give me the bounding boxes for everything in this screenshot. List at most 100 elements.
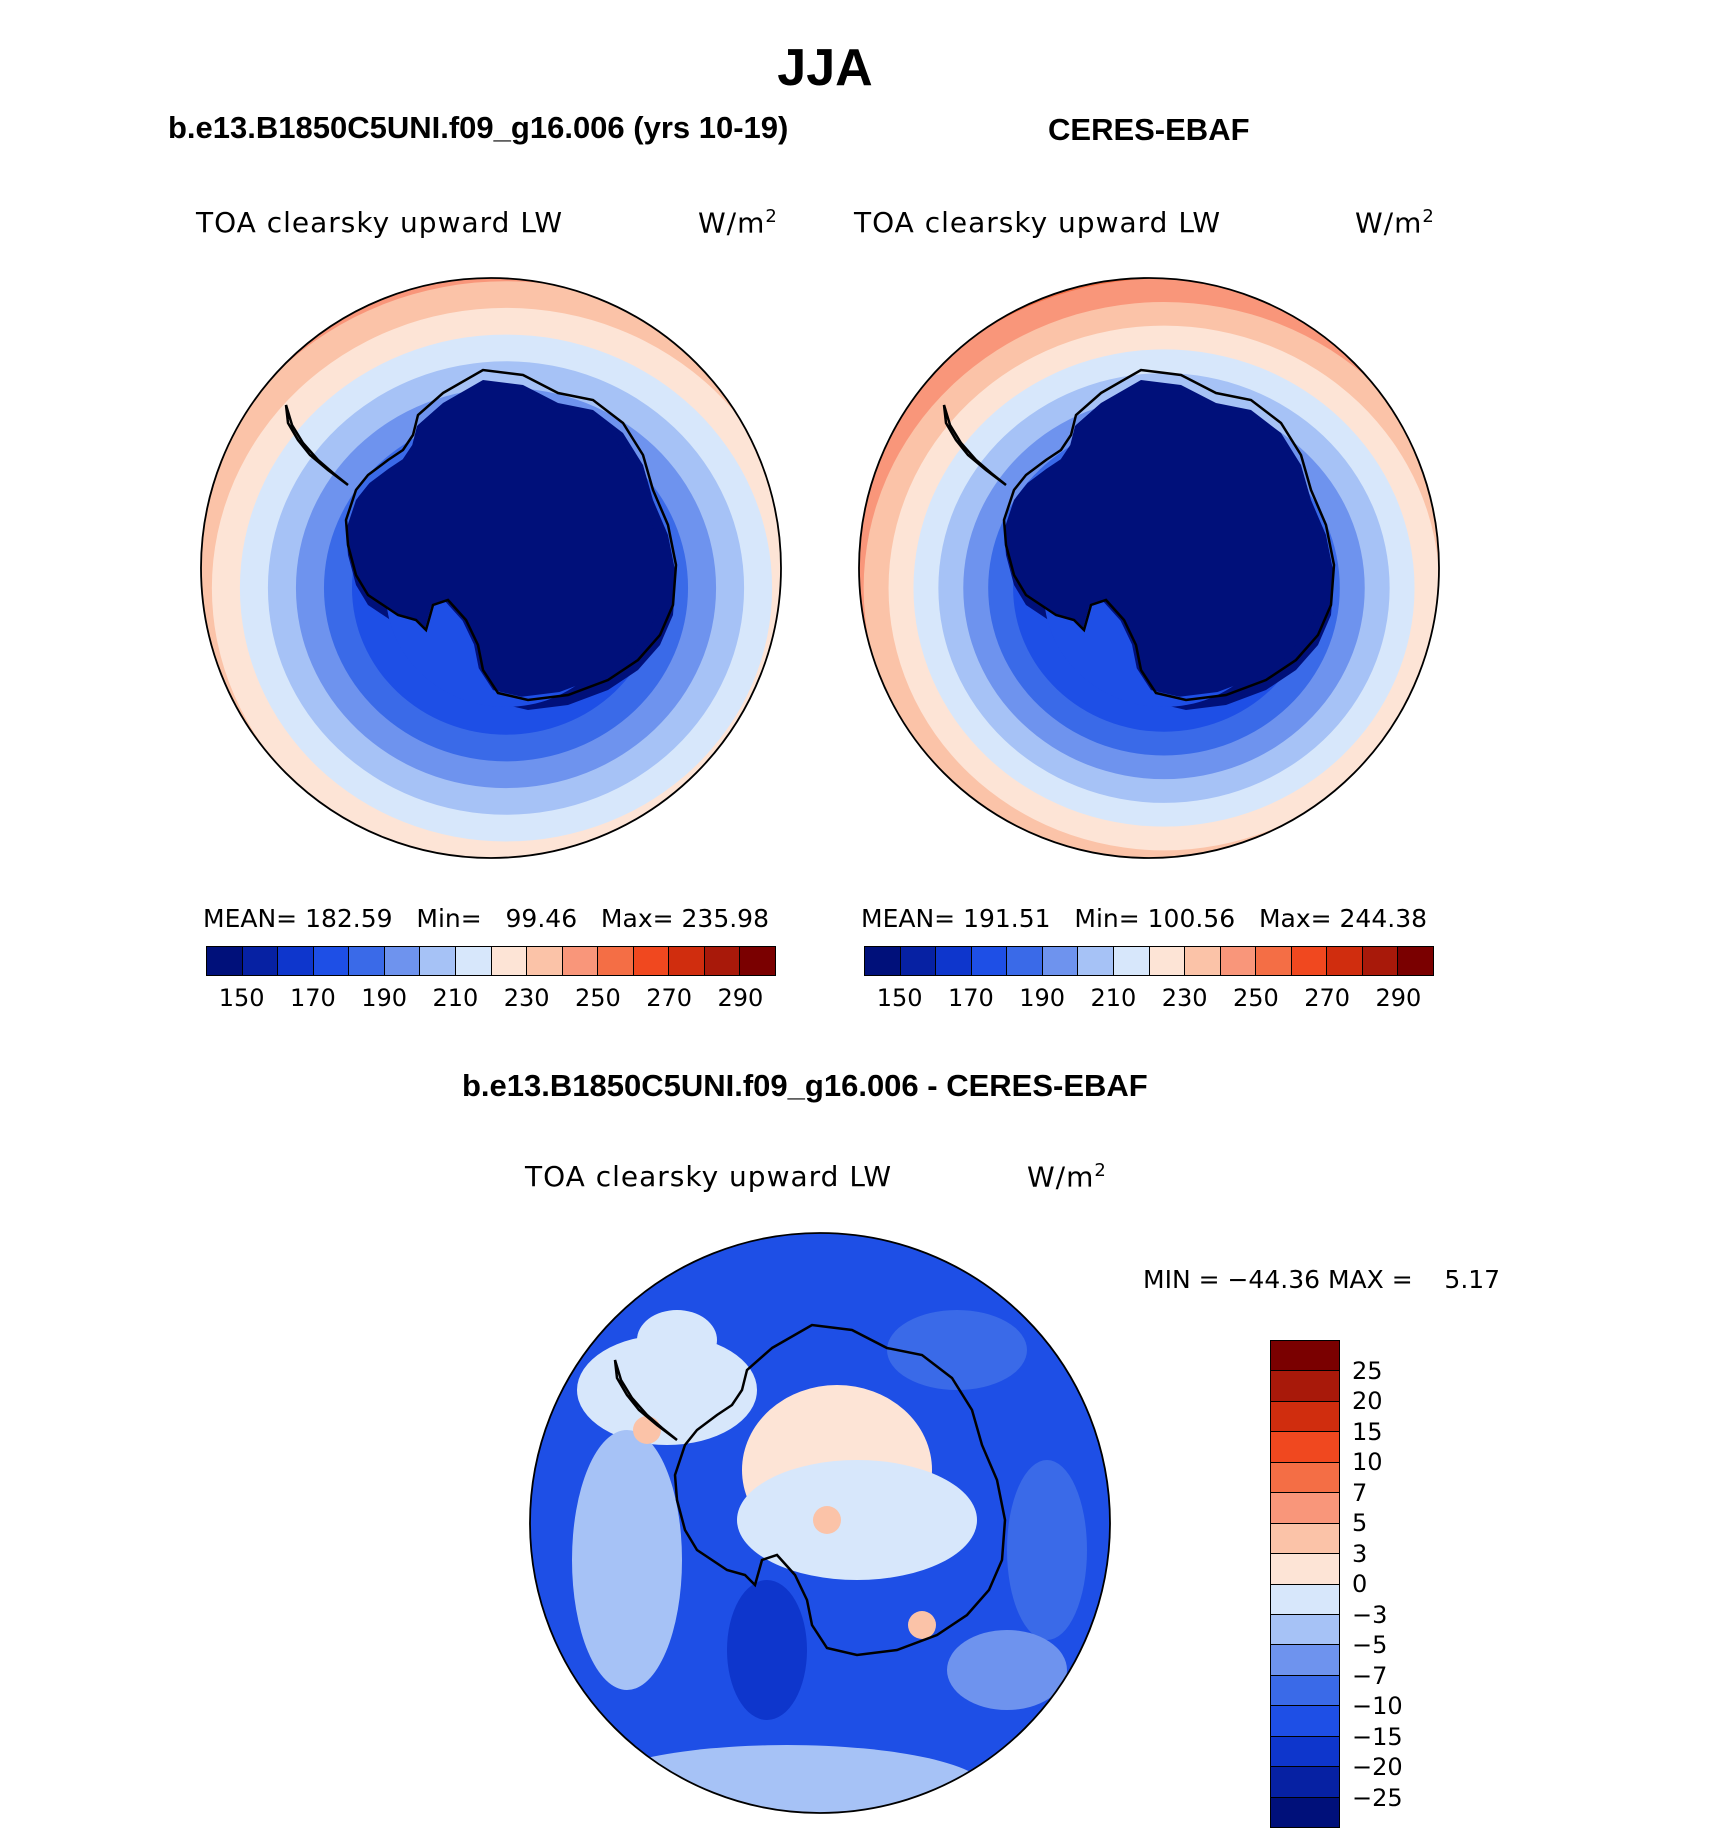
colorbar-tick-label: 190 <box>361 984 408 1012</box>
colorbar-swatch <box>1271 1401 1339 1433</box>
map-boundary <box>858 277 1440 859</box>
colorbar-tick-label: 230 <box>1161 984 1208 1012</box>
panel2-variable-label: TOA clearsky upward LW <box>854 206 1222 239</box>
map-boundary <box>529 1232 1111 1814</box>
colorbar-tick-label: 0 <box>1352 1570 1368 1598</box>
colorbar-tick-label: 290 <box>1375 984 1422 1012</box>
colorbar-tick-label: 270 <box>646 984 693 1012</box>
panel2-colorbar <box>864 946 1434 976</box>
contour-band <box>1006 383 1321 697</box>
contour-band <box>908 1611 936 1639</box>
colorbar-swatch <box>704 947 741 975</box>
colorbar-swatch <box>1271 1645 1339 1676</box>
colorbar-tick-label: 10 <box>1352 1448 1383 1476</box>
colorbar-swatch <box>936 947 972 975</box>
colorbar-swatch <box>313 947 350 975</box>
colorbar-swatch <box>1271 1767 1339 1798</box>
colorbar-swatch <box>1185 947 1221 975</box>
contour-band <box>947 1630 1067 1710</box>
colorbar-tick-label: 25 <box>1352 1356 1383 1385</box>
panel1-units-label: W/m2 <box>698 206 778 240</box>
coastline <box>942 404 1007 486</box>
colorbar-swatch <box>1271 1341 1339 1372</box>
colorbar-swatch <box>1271 1371 1339 1402</box>
colorbar-tick-label: 150 <box>218 984 265 1012</box>
colorbar-swatch <box>207 947 243 975</box>
panel1-variable-label: TOA clearsky upward LW <box>196 206 564 239</box>
colorbar-tick-label: −5 <box>1352 1631 1388 1659</box>
colorbar-swatch <box>971 947 1008 975</box>
colorbar-swatch <box>1271 1706 1339 1737</box>
panel3-colorbar <box>1270 1340 1340 1828</box>
coastline <box>613 1359 678 1441</box>
colorbar-swatch <box>865 947 901 975</box>
contour-band <box>572 1430 682 1690</box>
colorbar-tick-label: 3 <box>1352 1539 1368 1568</box>
colorbar-swatch <box>1398 947 1433 975</box>
panel2-polar-map <box>858 277 1440 859</box>
panel3-variable-label: TOA clearsky upward LW <box>525 1160 893 1193</box>
map-boundary <box>200 277 782 859</box>
colorbar-swatch <box>669 947 705 975</box>
panel1-polar-map <box>200 277 782 859</box>
colorbar-swatch <box>562 947 599 975</box>
colorbar-swatch <box>1271 1797 1339 1827</box>
colorbar-swatch <box>1149 947 1186 975</box>
colorbar-swatch <box>1271 1675 1339 1707</box>
panel3-colorbar-labels: 25 20 15 10 7 5 3 0 −3 −5 −7 −10 −15 −20 −25 <box>1352 1340 1432 1828</box>
colorbar-swatch <box>242 947 279 975</box>
colorbar-swatch <box>527 947 563 975</box>
contour-band <box>727 1580 807 1720</box>
colorbar-swatch <box>1271 1432 1339 1463</box>
colorbar-swatch <box>1271 1462 1339 1494</box>
diff-title: b.e13.B1850C5UNI.f09_g16.006 - CERES-EBA… <box>462 1068 1148 1103</box>
colorbar-swatch <box>1007 947 1043 975</box>
colorbar-tick-label: 170 <box>289 984 336 1012</box>
colorbar-tick-label: 270 <box>1304 984 1351 1012</box>
colorbar-swatch <box>740 947 775 975</box>
colorbar-swatch <box>1362 947 1399 975</box>
colorbar-tick-label: −25 <box>1352 1783 1403 1812</box>
colorbar-swatch <box>420 947 456 975</box>
panel1-colorbar-labels: 150 170 190 210 230 250 270 290 <box>206 984 776 1014</box>
colorbar-swatch <box>455 947 492 975</box>
panel3-polar-map <box>529 1232 1111 1814</box>
contour-band <box>587 1745 987 1813</box>
colorbar-swatch <box>1271 1523 1339 1555</box>
case1-title: b.e13.B1850C5UNI.f09_g16.006 (yrs 10-19) <box>168 110 789 145</box>
colorbar-tick-label: −7 <box>1352 1661 1388 1690</box>
colorbar-swatch <box>491 947 528 975</box>
colorbar-tick-label: 230 <box>503 984 550 1012</box>
contour-band <box>1007 1460 1087 1640</box>
contour-band <box>633 1416 661 1444</box>
colorbar-swatch <box>1113 947 1150 975</box>
colorbar-swatch <box>1220 947 1257 975</box>
colorbar-tick-label: 190 <box>1019 984 1066 1012</box>
colorbar-swatch <box>1271 1614 1339 1646</box>
colorbar-tick-label: 250 <box>1232 984 1279 1012</box>
panel3-units-label: W/m2 <box>1027 1160 1107 1194</box>
colorbar-tick-label: −3 <box>1352 1600 1388 1629</box>
colorbar-tick-label: 250 <box>574 984 621 1012</box>
coastline <box>284 404 349 486</box>
panel2-units-label: W/m2 <box>1355 206 1435 240</box>
colorbar-tick-label: 290 <box>717 984 764 1012</box>
colorbar-swatch <box>349 947 385 975</box>
coastline <box>1002 368 1336 702</box>
colorbar-swatch <box>633 947 670 975</box>
colorbar-tick-label: 7 <box>1352 1478 1368 1507</box>
figure-title: JJA <box>777 39 873 97</box>
colorbar-swatch <box>1078 947 1114 975</box>
colorbar-tick-label: 210 <box>1090 984 1137 1012</box>
contour-band <box>887 1310 1027 1390</box>
colorbar-swatch <box>1271 1736 1339 1768</box>
colorbar-tick-label: 170 <box>947 984 994 1012</box>
colorbar-swatch <box>384 947 421 975</box>
colorbar-swatch <box>1327 947 1363 975</box>
coastline <box>673 1323 1007 1657</box>
colorbar-tick-label: 15 <box>1352 1417 1383 1446</box>
contour-band <box>813 1506 841 1534</box>
colorbar-swatch <box>1271 1584 1339 1615</box>
colorbar-tick-label: 5 <box>1352 1509 1368 1537</box>
contour-band <box>637 1310 717 1370</box>
